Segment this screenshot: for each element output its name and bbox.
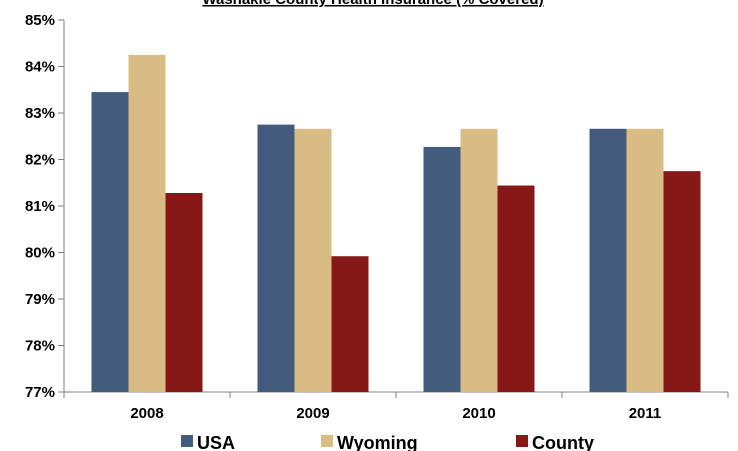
- legend-swatch-county: [516, 435, 528, 447]
- y-axis: 77% 78% 79% 80% 81% 82% 83% 84% 85%: [25, 12, 65, 401]
- bar-usa-2011: [589, 128, 627, 392]
- bar-wyoming-2011: [626, 128, 664, 392]
- x-tick-label: 2011: [629, 405, 662, 422]
- legend-label-usa: USA: [197, 433, 235, 451]
- bar-wyoming-2009: [294, 128, 332, 392]
- y-tick-label: 84%: [25, 59, 55, 76]
- y-tick-label: 83%: [25, 105, 55, 122]
- y-tick-label: 77%: [25, 384, 55, 401]
- x-tick-label: 2010: [462, 405, 495, 422]
- bar-county-2010: [497, 185, 535, 392]
- legend-label-wyoming: Wyoming: [337, 433, 418, 451]
- y-tick-label: 81%: [25, 198, 55, 215]
- y-tick-label: 79%: [25, 291, 55, 308]
- bar-wyoming-2010: [460, 128, 498, 392]
- chart-title: Washakie County Health Insurance (% Cove…: [202, 0, 543, 8]
- legend: USA Wyoming County: [181, 433, 594, 451]
- bar-usa-2008: [91, 92, 129, 392]
- y-tick-label: 85%: [25, 12, 55, 29]
- bar-usa-2010: [423, 146, 461, 392]
- y-tick-label: 78%: [25, 338, 55, 355]
- bars: [91, 54, 701, 392]
- x-tick-label: 2008: [130, 405, 163, 422]
- legend-swatch-wyoming: [321, 435, 333, 447]
- x-tick-label: 2009: [296, 405, 329, 422]
- bar-county-2009: [331, 256, 369, 392]
- bar-county-2008: [165, 192, 203, 392]
- legend-swatch-usa: [181, 435, 193, 447]
- y-tick-label: 80%: [25, 245, 55, 262]
- y-tick-label: 82%: [25, 152, 55, 169]
- legend-label-county: County: [532, 433, 594, 451]
- bar-wyoming-2008: [128, 54, 166, 392]
- bar-usa-2009: [257, 124, 295, 392]
- x-axis: 2008 2009 2010 2011: [63, 391, 729, 422]
- bar-county-2011: [663, 171, 701, 392]
